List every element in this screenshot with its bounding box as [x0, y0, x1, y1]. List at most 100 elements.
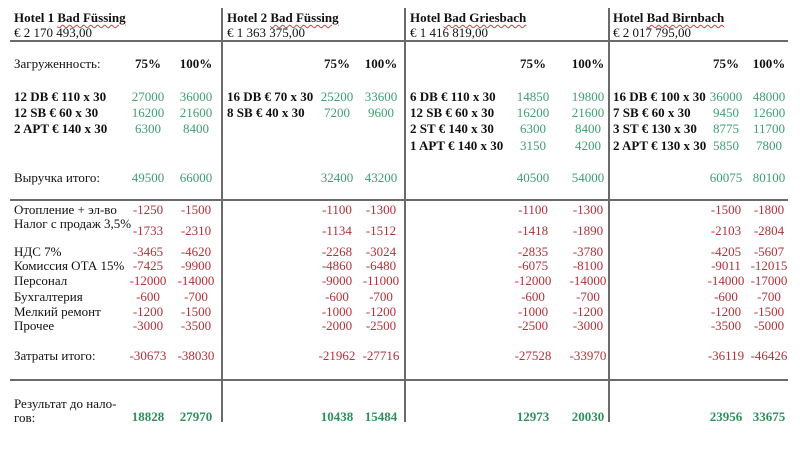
room-revenue-75: 6300: [135, 121, 161, 136]
room-revenue-75: 3150: [520, 138, 546, 153]
result-75: 23956: [709, 409, 743, 424]
column-divider: [608, 8, 610, 422]
revenue-total-100: 54000: [571, 170, 605, 185]
hotel-price: € 2 017 795,00: [613, 25, 691, 40]
occupancy-100-header: 100%: [752, 56, 786, 71]
hotel-price: € 2 170 493,00: [14, 25, 92, 40]
occupancy-75-header: 75%: [324, 56, 350, 71]
room-revenue-75: 25200: [320, 89, 354, 104]
cost-value-75: -1250: [132, 202, 164, 217]
cost-value-75: -600: [325, 289, 349, 304]
cost-value-100: -1200: [365, 304, 397, 319]
cost-value-75: -1500: [710, 202, 742, 217]
room-revenue-75: 9450: [713, 105, 739, 120]
room-revenue-75: 5850: [713, 138, 739, 153]
cost-value-75: -2835: [517, 244, 549, 259]
cost-value-100: -5607: [753, 244, 785, 259]
room-revenue-75: 8775: [713, 121, 739, 136]
cost-value-75: -4205: [710, 244, 742, 259]
cost-label: Отопление + эл-во: [14, 202, 117, 217]
cost-value-100: -1512: [365, 223, 397, 238]
room-type-label: 12 SB € 60 x 30: [14, 105, 99, 120]
room-revenue-100: 21600: [571, 105, 605, 120]
result-100: 27970: [179, 409, 213, 424]
cost-value-75: -1200: [132, 304, 164, 319]
result-75: 18828: [131, 409, 165, 424]
cost-value-75: -1100: [518, 202, 548, 217]
revenue-total-100: 66000: [179, 170, 213, 185]
cost-value-100: -17000: [750, 273, 788, 288]
room-type-label: 6 DB € 110 x 30: [410, 89, 496, 104]
room-revenue-100: 8400: [575, 121, 601, 136]
room-type-label: 2 APT € 140 x 30: [14, 121, 108, 136]
cost-label: Бухгалтерия: [14, 289, 83, 304]
hotel-title: Hotel Bad Griesbach: [410, 11, 526, 25]
costs-total-75: -21962: [318, 348, 356, 363]
cost-value-100: -3500: [180, 318, 212, 333]
result-label: Результат до нало-гов:: [14, 396, 117, 425]
header-divider: [10, 40, 788, 42]
revenue-total-100: 80100: [752, 170, 786, 185]
room-revenue-100: 7800: [756, 138, 782, 153]
cost-value-100: -3780: [572, 244, 604, 259]
costs-total-label: Затраты итого:: [14, 348, 96, 363]
costs-total-100: -27716: [362, 348, 400, 363]
cost-value-100: -14000: [569, 273, 607, 288]
hotel-title-prefix: Hotel 1: [14, 10, 58, 25]
occupancy-100-header: 100%: [364, 56, 398, 71]
cost-value-75: -1200: [710, 304, 742, 319]
cost-value-100: -6480: [365, 258, 397, 273]
cost-value-75: -600: [521, 289, 545, 304]
cost-label: Комиссия ОТА 15%: [14, 258, 125, 273]
cost-value-75: -6075: [517, 258, 549, 273]
revenue-total-75: 32400: [320, 170, 354, 185]
cost-value-75: -9000: [321, 273, 353, 288]
room-revenue-100: 12600: [752, 105, 786, 120]
room-revenue-100: 11700: [752, 121, 786, 136]
room-revenue-75: 14850: [516, 89, 550, 104]
cost-value-75: -2103: [710, 223, 742, 238]
cost-value-75: -12000: [514, 273, 552, 288]
hotel-title-prefix: Hotel: [410, 10, 444, 25]
room-type-label: 1 APT € 140 x 30: [410, 138, 504, 153]
room-type-label: 8 SB € 40 x 30: [227, 105, 305, 120]
costs-divider: [10, 379, 788, 381]
cost-value-75: -2500: [517, 318, 549, 333]
costs-total-75: -27528: [514, 348, 552, 363]
cost-value-100: -700: [369, 289, 393, 304]
hotel-title-location: Bad Birnbach: [646, 10, 725, 25]
cost-value-100: -2310: [180, 223, 212, 238]
cost-value-100: -1200: [572, 304, 604, 319]
cost-value-75: -4860: [321, 258, 353, 273]
room-type-label: 2 ST € 140 x 30: [410, 121, 494, 136]
cost-value-75: -9011: [711, 258, 741, 273]
cost-value-100: -8100: [572, 258, 604, 273]
room-revenue-100: 21600: [179, 105, 213, 120]
hotel-price: € 1 363 375,00: [227, 25, 305, 40]
cost-value-100: -1800: [753, 202, 785, 217]
revenue-total-75: 49500: [131, 170, 165, 185]
cost-value-100: -700: [757, 289, 781, 304]
cost-value-100: -1500: [180, 304, 212, 319]
cost-value-100: -1500: [180, 202, 212, 217]
cost-label: Персонал: [14, 273, 68, 288]
column-divider: [404, 8, 406, 422]
hotel-title: Hotel Bad Birnbach: [613, 11, 724, 25]
cost-value-75: -600: [136, 289, 160, 304]
cost-value-100: -1890: [572, 223, 604, 238]
cost-value-100: -5000: [753, 318, 785, 333]
hotel-title-location: Bad Griesbach: [443, 10, 527, 25]
cost-value-100: -3024: [365, 244, 397, 259]
revenue-total-75: 60075: [709, 170, 743, 185]
cost-value-100: -9900: [180, 258, 212, 273]
hotel-price: € 1 416 819,00: [410, 25, 488, 40]
result-100: 33675: [752, 409, 786, 424]
cost-value-75: -1134: [322, 223, 352, 238]
cost-value-75: -1418: [517, 223, 549, 238]
cost-value-100: -2500: [365, 318, 397, 333]
room-revenue-75: 6300: [520, 121, 546, 136]
cost-label: Мелкий ремонт: [14, 304, 101, 319]
result-100: 20030: [571, 409, 605, 424]
room-revenue-100: 19800: [571, 89, 605, 104]
